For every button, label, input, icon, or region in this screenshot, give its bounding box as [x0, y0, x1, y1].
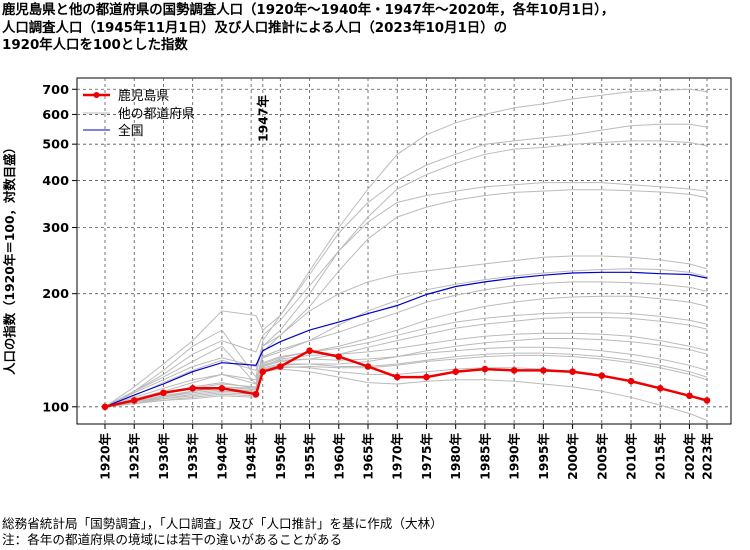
y-tick-label: 200	[42, 287, 69, 302]
kagoshima-point	[510, 367, 518, 374]
national-line	[104, 271, 708, 408]
plot-frame	[76, 77, 732, 425]
x-tick-label: 1930年	[156, 432, 171, 479]
kagoshima-point	[627, 377, 635, 385]
kagoshima-point	[160, 389, 167, 397]
legend: 鹿児島県 他の都道府県 全国	[83, 88, 195, 139]
kagoshima-point	[277, 363, 284, 370]
source-note: 総務省統計局「国勢調査」，「人口調査」及び「人口推計」を基に作成（大林）	[2, 516, 443, 531]
y-tick-label: 400	[42, 174, 69, 189]
x-tick-label: 1975年	[419, 432, 434, 479]
x-tick-label: 1920年	[98, 432, 113, 479]
kagoshima-point	[189, 385, 196, 392]
kagoshima-point	[423, 373, 430, 381]
legend-label-national: 全国	[118, 123, 144, 139]
chart-title: 鹿児島県と他の都道府県の国勢調査人口（1920年～1940年・1947年～202…	[2, 2, 748, 55]
footer-notes: 総務省統計局「国勢調査」，「人口調査」及び「人口推計」を基に作成（大林） 注：各…	[2, 516, 443, 548]
y-axis-label: 人口の指数（1920年＝100，対数目盛）	[2, 141, 17, 375]
legend-marker-kagoshima	[93, 92, 100, 98]
kagoshima-point	[703, 397, 711, 404]
kagoshima-point	[335, 353, 343, 360]
x-tick-label: 2020年	[682, 432, 697, 479]
x-axis: 1920年 1925年 1930年 1935年 1940年 1945年 1950年 1955年…	[98, 424, 715, 480]
grid-lines	[77, 78, 731, 424]
kagoshima-point	[130, 397, 138, 404]
x-tick-label: 2015年	[653, 432, 668, 479]
legend-label-others: 他の都道府県	[118, 107, 195, 122]
y-tick-label: 100	[42, 400, 69, 415]
other-prefecture-line	[104, 88, 708, 408]
x-tick-label: 1985年	[477, 432, 492, 479]
x-tick-label: 1950年	[273, 432, 288, 479]
x-tick-label: 1945年	[244, 432, 259, 479]
kagoshima-point	[598, 372, 606, 379]
other-prefecture-line	[104, 140, 708, 408]
y-tick-label: 700	[42, 83, 69, 98]
other-prefecture-line	[104, 352, 708, 408]
other-prefecture-line	[104, 123, 708, 408]
x-tick-label: 2023年	[700, 432, 715, 479]
kagoshima-point	[101, 403, 109, 411]
kagoshima-point	[452, 368, 459, 376]
x-tick-label: 1970年	[390, 432, 405, 479]
kagoshima-point	[306, 347, 313, 355]
kagoshima-point	[656, 385, 664, 392]
x-tick-label: 1995年	[536, 432, 551, 479]
other-prefecture-line	[104, 182, 708, 408]
x-tick-label: 1980年	[448, 432, 463, 479]
other-prefecture-line	[104, 255, 708, 408]
x-tick-label: 1965年	[361, 432, 376, 479]
kagoshima-point	[364, 363, 372, 370]
line-chart: 100 200 300 400 500 600 700 1920年 1925年 1930年 193…	[2, 77, 732, 480]
kagoshima-point	[481, 365, 489, 373]
x-tick-label: 2000年	[565, 432, 580, 479]
x-tick-label: 1935年	[185, 432, 200, 479]
y-tick-label: 600	[42, 108, 69, 123]
y-axis: 100 200 300 400 500 600 700	[42, 83, 77, 415]
title-line: 人口調査人口（1945年11月1日）及び人口推計による人口（2023年10月1日…	[2, 20, 507, 36]
other-prefecture-line	[104, 189, 708, 408]
other-prefecture-line	[104, 268, 708, 408]
x-tick-label: 1940年	[214, 432, 229, 479]
title-line: 鹿児島県と他の都道府県の国勢調査人口（1920年～1940年・1947年～202…	[2, 3, 615, 18]
kagoshima-point	[569, 368, 576, 376]
other-prefecture-line	[104, 316, 708, 408]
y-tick-label: 300	[42, 221, 69, 236]
kagoshima-line-group	[101, 347, 711, 411]
other-prefecture-line	[104, 368, 708, 421]
legend-label-kagoshima: 鹿児島県	[118, 88, 169, 104]
kagoshima-point	[252, 390, 260, 398]
y-tick-label: 500	[42, 138, 69, 153]
x-tick-label: 1925年	[127, 432, 142, 479]
kagoshima-point	[540, 367, 547, 374]
title-line: 1920年人口を100とした指数	[2, 38, 188, 53]
kagoshima-point	[686, 392, 693, 400]
x-tick-label: 2010年	[624, 432, 639, 479]
x-tick-label: 2005年	[594, 432, 609, 479]
other-prefecture-line	[104, 281, 708, 408]
x-tick-label: 1955年	[302, 432, 317, 479]
other-prefecture-line	[104, 295, 708, 408]
kagoshima-point	[259, 368, 267, 376]
x-tick-label: 1960年	[331, 432, 346, 479]
annotation-1947: 1947年	[255, 95, 270, 142]
x-tick-label: 1990年	[507, 432, 522, 479]
other-prefecture-line	[104, 354, 708, 408]
border-note: 注：各年の都道府県の境域には若干の違いがあることがある	[2, 532, 343, 547]
kagoshima-point	[393, 373, 401, 381]
kagoshima-point	[218, 385, 226, 392]
national-line-group	[104, 271, 708, 408]
other-prefecture-line	[104, 312, 708, 408]
